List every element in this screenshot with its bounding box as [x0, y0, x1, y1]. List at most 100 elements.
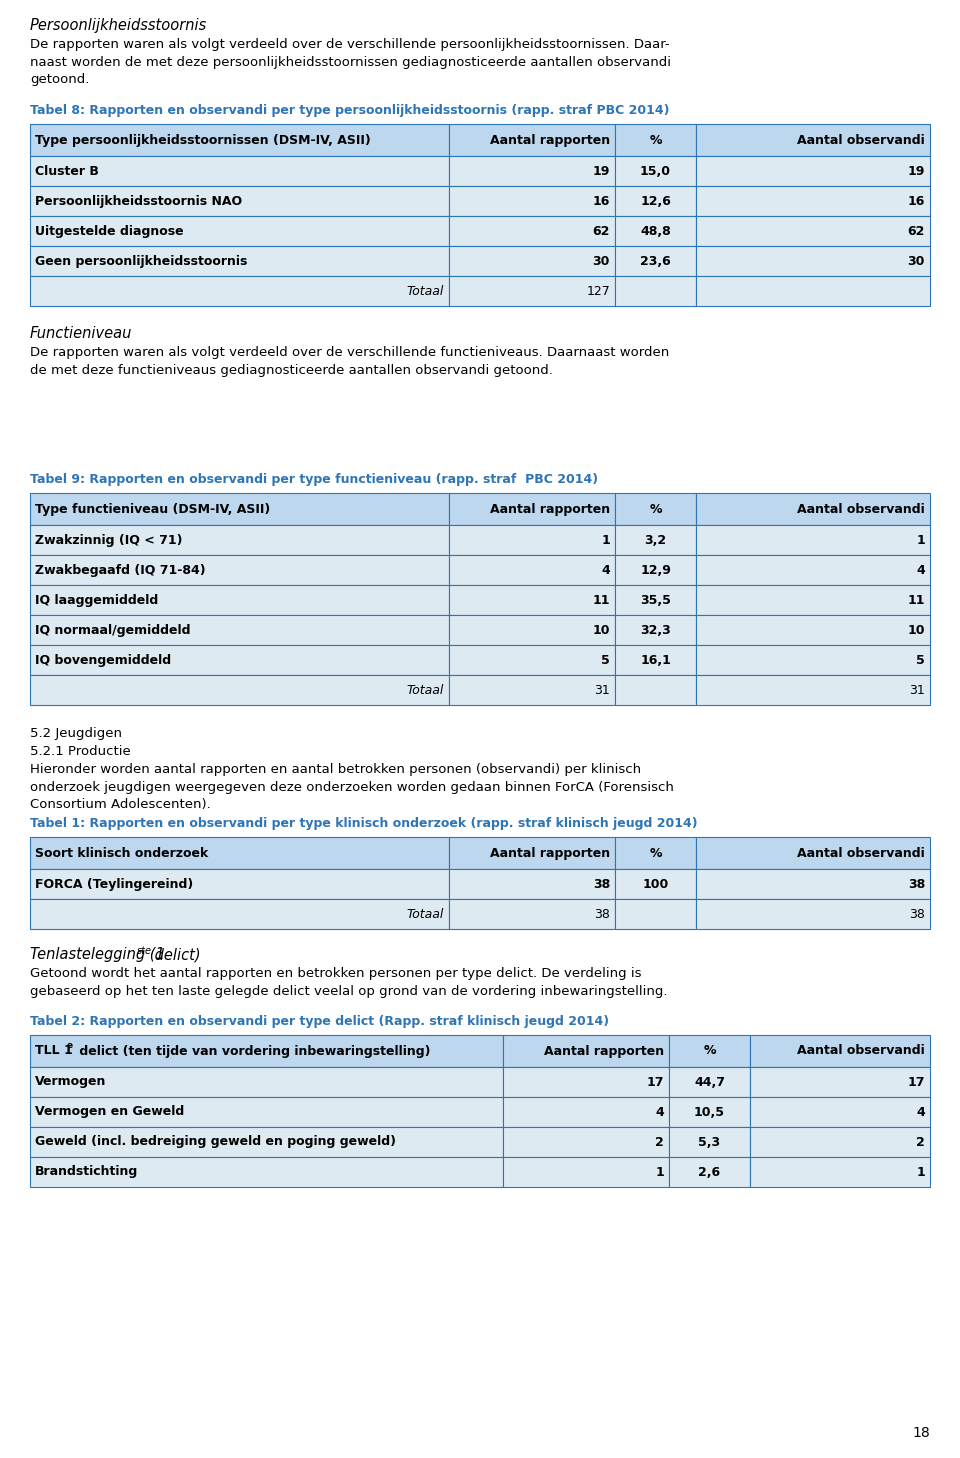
Bar [669, 1158, 750, 1187]
Bar [30, 124, 448, 156]
Text: Tabel 9: Rapporten en observandi per type functieniveau (rapp. straf  PBC 2014): Tabel 9: Rapporten en observandi per typ… [30, 472, 598, 486]
Bar [615, 615, 696, 644]
Text: De rapporten waren als volgt verdeeld over de verschillende functieniveaus. Daar: De rapporten waren als volgt verdeeld ov… [30, 346, 669, 376]
Text: 16,1: 16,1 [640, 653, 671, 666]
Bar [448, 156, 615, 187]
Text: Vermogen: Vermogen [35, 1076, 107, 1089]
Bar [750, 1096, 930, 1127]
Bar [30, 525, 448, 555]
Bar [448, 555, 615, 585]
Bar [750, 1067, 930, 1096]
Text: 11: 11 [907, 593, 925, 607]
Text: 35,5: 35,5 [640, 593, 671, 607]
Text: 31: 31 [594, 684, 610, 697]
Bar [30, 216, 448, 246]
Text: 4: 4 [656, 1105, 664, 1118]
Text: Persoonlijkheidsstoornis NAO: Persoonlijkheidsstoornis NAO [35, 194, 242, 207]
Bar [615, 644, 696, 675]
Text: 16: 16 [907, 194, 925, 207]
Text: 2: 2 [656, 1136, 664, 1149]
Text: 31: 31 [909, 684, 925, 697]
Bar [615, 246, 696, 276]
Text: 38: 38 [594, 907, 610, 920]
Text: Functieniveau: Functieniveau [30, 327, 132, 341]
Text: 1: 1 [916, 1165, 925, 1178]
Text: Getoond wordt het aantal rapporten en betrokken personen per type delict. De ver: Getoond wordt het aantal rapporten en be… [30, 967, 667, 997]
Bar [615, 837, 696, 869]
Text: Tabel 8: Rapporten en observandi per type persoonlijkheidsstoornis (rapp. straf : Tabel 8: Rapporten en observandi per typ… [30, 104, 669, 117]
Text: Cluster B: Cluster B [35, 165, 99, 178]
Bar [696, 900, 930, 929]
Bar [615, 276, 696, 306]
Bar [696, 837, 930, 869]
Text: 19: 19 [907, 165, 925, 178]
Bar [696, 615, 930, 644]
Bar [30, 555, 448, 585]
Text: %: % [649, 503, 661, 516]
Text: 17: 17 [646, 1076, 664, 1089]
Bar [30, 1127, 502, 1158]
Bar [30, 276, 448, 306]
Text: e: e [67, 1041, 73, 1051]
Bar [30, 900, 448, 929]
Bar [750, 1158, 930, 1187]
Text: 15,0: 15,0 [640, 165, 671, 178]
Text: 10,5: 10,5 [694, 1105, 725, 1118]
Text: IQ normaal/gemiddeld: IQ normaal/gemiddeld [35, 624, 190, 637]
Bar [30, 615, 448, 644]
Bar [502, 1127, 669, 1158]
Bar [30, 675, 448, 706]
Text: delict): delict) [150, 948, 201, 962]
Bar [696, 276, 930, 306]
Text: Vermogen en Geweld: Vermogen en Geweld [35, 1105, 184, 1118]
Text: Zwakbegaafd (IQ 71-84): Zwakbegaafd (IQ 71-84) [35, 563, 205, 576]
Bar [30, 187, 448, 216]
Text: Geen persoonlijkheidsstoornis: Geen persoonlijkheidsstoornis [35, 255, 248, 267]
Bar [696, 869, 930, 900]
Bar [615, 216, 696, 246]
Text: delict (ten tijde van vordering inbewaringstelling): delict (ten tijde van vordering inbewari… [75, 1044, 430, 1057]
Text: Hieronder worden aantal rapporten en aantal betrokken personen (observandi) per : Hieronder worden aantal rapporten en aan… [30, 763, 674, 811]
Bar [448, 675, 615, 706]
Bar [502, 1035, 669, 1067]
Text: 1: 1 [601, 534, 610, 547]
Bar [750, 1035, 930, 1067]
Text: ste: ste [137, 946, 152, 956]
Bar [615, 525, 696, 555]
Bar [448, 869, 615, 900]
Bar [696, 644, 930, 675]
Bar [615, 675, 696, 706]
Bar [615, 124, 696, 156]
Text: 38: 38 [908, 878, 925, 891]
Text: Totaal: Totaal [406, 684, 444, 697]
Text: De rapporten waren als volgt verdeeld over de verschillende persoonlijkheidsstoo: De rapporten waren als volgt verdeeld ov… [30, 38, 671, 86]
Bar [448, 216, 615, 246]
Bar [30, 1035, 502, 1067]
Text: 62: 62 [592, 225, 610, 238]
Bar [615, 493, 696, 525]
Text: 18: 18 [912, 1426, 930, 1441]
Text: 5.2 Jeugdigen: 5.2 Jeugdigen [30, 728, 122, 741]
Bar [448, 837, 615, 869]
Text: Zwakzinnig (IQ < 71): Zwakzinnig (IQ < 71) [35, 534, 182, 547]
Text: 127: 127 [587, 284, 610, 297]
Text: 62: 62 [907, 225, 925, 238]
Bar [696, 246, 930, 276]
Text: 32,3: 32,3 [640, 624, 671, 637]
Text: 12,9: 12,9 [640, 563, 671, 576]
Text: Aantal observandi: Aantal observandi [797, 134, 925, 146]
Bar [448, 246, 615, 276]
Text: 1: 1 [916, 534, 925, 547]
Bar [696, 156, 930, 187]
Bar [502, 1067, 669, 1096]
Text: Totaal: Totaal [406, 284, 444, 297]
Text: 5,3: 5,3 [699, 1136, 721, 1149]
Text: 100: 100 [642, 878, 668, 891]
Bar [615, 869, 696, 900]
Bar [448, 644, 615, 675]
Text: Aantal rapporten: Aantal rapporten [490, 503, 610, 516]
Bar [696, 187, 930, 216]
Bar [448, 525, 615, 555]
Bar [30, 837, 448, 869]
Bar [669, 1127, 750, 1158]
